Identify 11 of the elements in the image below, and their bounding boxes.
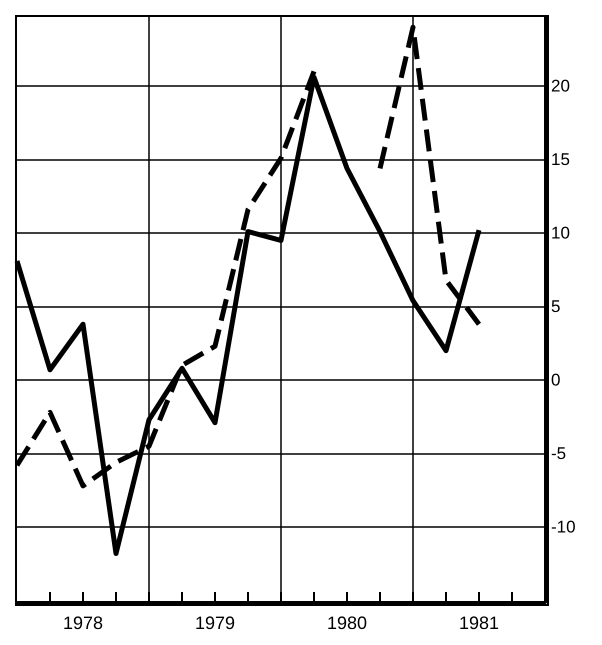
y-tick-label: 0 xyxy=(551,370,560,390)
y-tick-label: -10 xyxy=(551,518,576,537)
x-tick-label: 1978 xyxy=(62,613,104,633)
y-tick-label: 5 xyxy=(551,297,560,316)
y-tick-label: 10 xyxy=(551,224,570,243)
y-tick-label: 20 xyxy=(551,76,570,96)
x-tick-label: 1981 xyxy=(458,613,500,633)
x-tick-label: 1979 xyxy=(194,613,236,633)
x-tick-label: 1980 xyxy=(326,613,368,633)
y-tick-label: 15 xyxy=(551,150,570,170)
y-tick-label: -5 xyxy=(551,444,566,464)
